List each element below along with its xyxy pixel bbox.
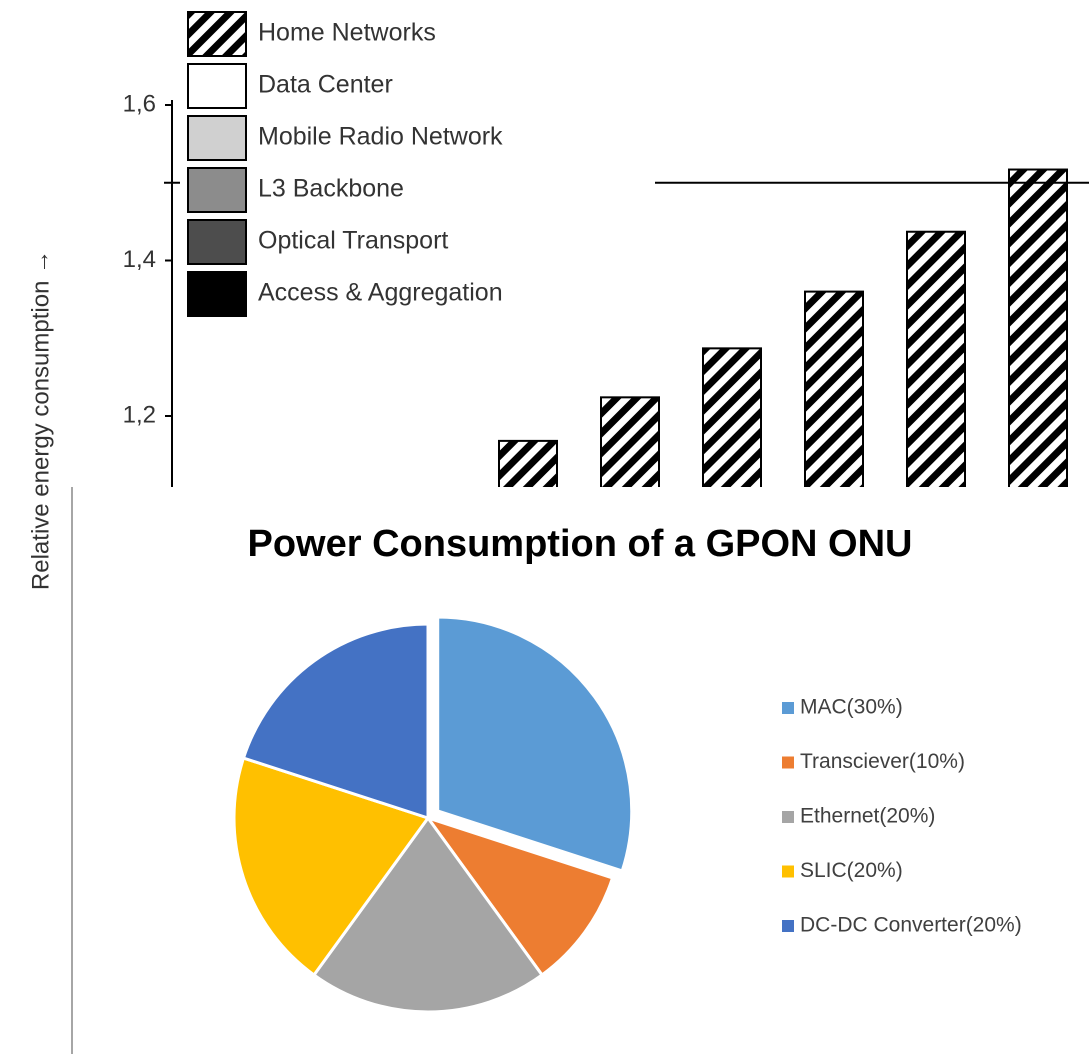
legend-label: DC-DC Converter(20%) <box>800 914 1022 937</box>
legend-swatch <box>782 756 794 769</box>
legend-label: L3 Backbone <box>258 175 404 203</box>
legend-swatch <box>187 167 247 213</box>
legend-swatch <box>187 115 247 161</box>
legend-label: Home Networks <box>258 19 436 47</box>
legend-swatch <box>187 11 247 57</box>
legend-background <box>180 4 655 326</box>
legend-label: Transciever(10%) <box>800 750 965 773</box>
legend-label: SLIC(20%) <box>800 859 903 882</box>
legend-swatch <box>187 219 247 265</box>
chart-title: Power Consumption of a GPON ONU <box>247 523 912 565</box>
legend-swatch <box>782 920 794 932</box>
legend-swatch <box>782 702 794 714</box>
legend-label: MAC(30%) <box>800 696 903 719</box>
legend-label: Optical Transport <box>258 227 448 255</box>
pie-slice <box>424 815 615 978</box>
y-tick-label: 1,2 <box>123 401 156 428</box>
legend-label: Data Center <box>258 71 393 99</box>
legend-label: Ethernet(20%) <box>800 805 935 828</box>
legend-swatch <box>187 271 247 317</box>
y-tick-label: 1,6 <box>123 90 156 117</box>
legend-swatch <box>782 865 794 878</box>
pie-slice <box>241 622 430 821</box>
pie-slice <box>311 815 545 1014</box>
legend-label: Access & Aggregation <box>258 279 503 307</box>
legend-swatch <box>187 63 247 109</box>
legend-swatch <box>782 811 794 823</box>
y-axis-title: Relative energy consumption → <box>27 250 54 590</box>
pie-slice <box>436 615 634 873</box>
legend-label: Mobile Radio Network <box>258 123 503 151</box>
pie-slice <box>232 756 431 978</box>
y-tick-label: 1,4 <box>123 246 156 273</box>
pie-chart: Power Consumption of a GPON ONU MAC(30%) T… <box>71 487 1089 1054</box>
